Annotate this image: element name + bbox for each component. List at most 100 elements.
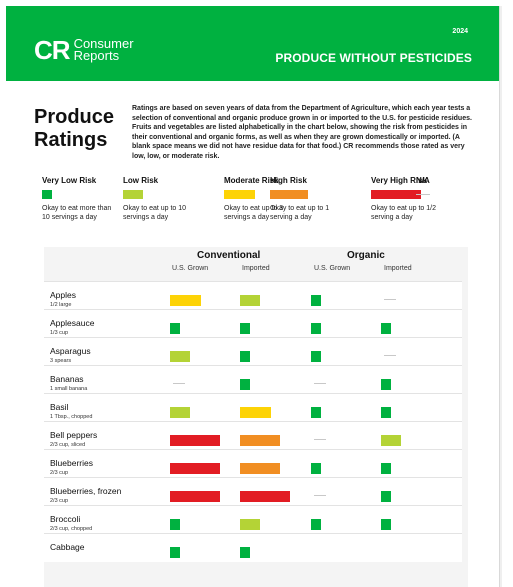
produce-name: Basil <box>50 402 69 412</box>
rating-bar <box>311 519 321 530</box>
rating-blank <box>314 495 326 496</box>
rating-bar <box>170 407 190 418</box>
produce-name: Cabbage <box>50 542 85 552</box>
rating-bar <box>381 435 401 446</box>
table-row: Applesauce 1/3 cup <box>44 309 462 338</box>
legend-swatch <box>371 190 421 199</box>
legend-description: Okay to eat up to 1 serving a day <box>270 205 330 221</box>
document-page: CR Consumer Reports 2024 PRODUCE WITHOUT… <box>6 6 499 587</box>
rating-bar <box>240 463 280 474</box>
title-line-1: Produce <box>34 106 115 128</box>
rating-bar <box>170 295 201 306</box>
serving-size: 2/3 cup <box>50 498 69 504</box>
produce-name: Bell peppers <box>50 430 98 440</box>
legend-label: Moderate Risk <box>224 176 279 185</box>
legend-item: Very Low Risk Okay to eat more than 10 se… <box>42 176 111 221</box>
conventional-heading: Conventional <box>197 250 261 261</box>
rating-bar <box>170 491 220 502</box>
rating-bar <box>170 435 220 446</box>
legend-item: N/A <box>416 176 430 195</box>
table-row: Basil 1 Tbsp., chopped <box>44 393 462 422</box>
rating-bar <box>240 407 271 418</box>
header-banner: CR Consumer Reports 2024 PRODUCE WITHOUT… <box>6 6 499 81</box>
rating-bar <box>240 547 250 558</box>
legend-label: Very Low Risk <box>42 176 97 185</box>
rating-bar <box>240 323 250 334</box>
logo-line-2: Reports <box>73 48 120 63</box>
legend-item: Very High Risk Okay to eat up to 1/2 serv… <box>371 176 436 221</box>
rating-bar <box>240 435 280 446</box>
rating-bar <box>381 463 391 474</box>
legend-label: N/A <box>416 176 430 185</box>
legend-item: Low Risk Okay to eat up to 10 servings a … <box>123 176 186 221</box>
rating-bar <box>311 463 321 474</box>
rating-blank <box>314 383 326 384</box>
rating-bar <box>240 379 250 390</box>
conventional-us-grown-heading: U.S. Grown <box>172 265 209 272</box>
legend-swatch <box>42 190 52 199</box>
serving-size: 2/3 cup <box>50 470 69 476</box>
legend-label: Very High Risk <box>371 176 428 185</box>
rating-bar <box>170 323 180 334</box>
legend-swatch <box>270 190 308 199</box>
serving-size: 1 Tbsp., chopped <box>50 414 93 420</box>
rating-bar <box>311 351 321 362</box>
legend-swatch <box>123 190 143 199</box>
table-row: Asparagus 3 spears <box>44 337 462 366</box>
rating-bar <box>170 519 180 530</box>
rating-bar <box>170 547 180 558</box>
rating-bar <box>240 351 250 362</box>
legend-item: Moderate Risk Okay to eat up to 3 serving… <box>224 176 283 221</box>
produce-name: Broccoli <box>50 514 81 524</box>
table-row: Blueberries 2/3 cup <box>44 449 462 478</box>
table-row: Bananas 1 small banana <box>44 365 462 394</box>
produce-name: Bananas <box>50 374 84 384</box>
produce-name: Blueberries <box>50 458 93 468</box>
rating-bar <box>240 491 290 502</box>
rating-blank <box>384 355 396 356</box>
rating-bar <box>311 407 321 418</box>
ratings-table-header: Conventional Organic U.S. Grown Imported… <box>44 247 462 281</box>
serving-size: 2/3 cup, chopped <box>50 526 93 532</box>
rating-bar <box>381 519 391 530</box>
legend-description: Okay to eat up to 10 servings a day <box>123 205 187 221</box>
intro-paragraph: Ratings are based on seven years of data… <box>132 105 472 160</box>
rating-bar <box>170 351 190 362</box>
serving-size: 2/3 cup, sliced <box>50 442 86 448</box>
rating-bar <box>381 379 391 390</box>
organic-heading: Organic <box>347 250 385 261</box>
organic-imported-heading: Imported <box>384 265 412 272</box>
serving-size: 3 spears <box>50 358 72 364</box>
logo-line-1: Consumer <box>73 36 134 51</box>
rating-blank <box>384 299 396 300</box>
rating-bar <box>311 295 321 306</box>
serving-size: 1 small banana <box>50 386 88 392</box>
table-row: Blueberries, frozen 2/3 cup <box>44 477 462 506</box>
table-row: Cabbage <box>44 533 462 562</box>
rating-bar <box>381 491 391 502</box>
title-line-2: Ratings <box>34 129 108 151</box>
logo-mark: CR <box>34 35 71 65</box>
produce-name: Blueberries, frozen <box>50 486 122 496</box>
table-row: Broccoli 2/3 cup, chopped <box>44 505 462 534</box>
legend-swatch <box>224 190 255 199</box>
consumer-reports-logo: CR Consumer Reports <box>34 37 134 63</box>
legend-description: Okay to eat up to 3 servings a day <box>224 205 284 221</box>
rating-bar <box>381 323 391 334</box>
legend-description: Okay to eat more than 10 servings a day <box>42 205 112 221</box>
page-title: Produce Ratings <box>34 106 114 152</box>
legend-item: High Risk Okay to eat up to 1 serving a d… <box>270 176 329 221</box>
legend-label: High Risk <box>270 176 307 185</box>
produce-name: Apples <box>50 290 76 300</box>
rating-bar <box>170 463 220 474</box>
legend-description: Okay to eat up to 1/2 serving a day <box>371 205 436 221</box>
table-row: Bell peppers 2/3 cup, sliced <box>44 421 462 450</box>
rating-blank <box>314 439 326 440</box>
rating-bar <box>311 323 321 334</box>
header-title: PRODUCE WITHOUT PESTICIDES <box>275 51 472 65</box>
conventional-imported-heading: Imported <box>242 265 270 272</box>
serving-size: 1/3 cup <box>50 330 69 336</box>
report-year: 2024 <box>452 28 468 35</box>
rating-bar <box>240 519 260 530</box>
produce-name: Asparagus <box>50 346 91 356</box>
